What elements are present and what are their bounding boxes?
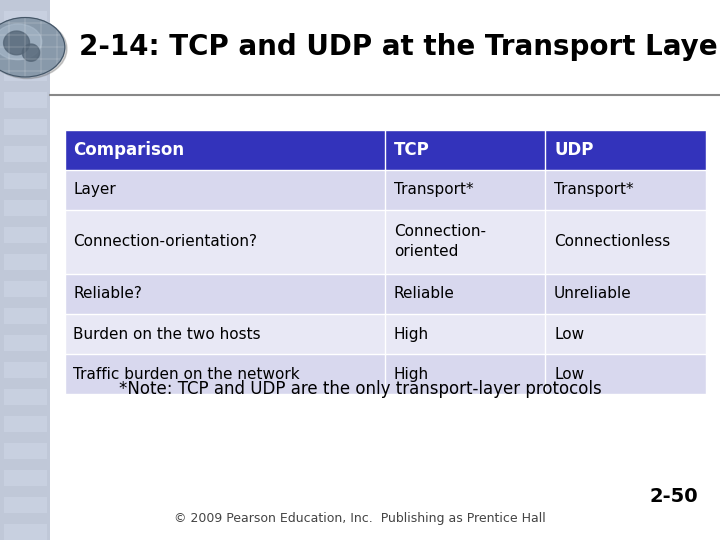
Text: Reliable?: Reliable?	[73, 287, 143, 301]
Text: Traffic burden on the network: Traffic burden on the network	[73, 367, 300, 382]
Bar	[50, 94, 720, 540]
Text: High: High	[394, 367, 429, 382]
Text: © 2009 Pearson Education, Inc.  Publishing as Prentice Hall: © 2009 Pearson Education, Inc. Publishin…	[174, 512, 546, 525]
Bar	[4, 119, 47, 135]
Bar	[4, 227, 47, 243]
Text: 2-50: 2-50	[649, 487, 698, 507]
Text: Connectionless: Connectionless	[554, 234, 670, 249]
Bar	[4, 65, 47, 81]
Bar	[4, 308, 47, 324]
Circle shape	[0, 17, 65, 77]
Text: High: High	[394, 327, 429, 342]
Bar	[65, 170, 706, 210]
Text: UDP: UDP	[554, 140, 593, 159]
Bar	[4, 200, 47, 216]
Bar	[4, 335, 47, 351]
Text: Transport*: Transport*	[554, 182, 634, 197]
Text: Comparison: Comparison	[73, 140, 184, 159]
Bar	[4, 443, 47, 459]
Bar	[0, 0, 50, 540]
Text: Connection-orientation?: Connection-orientation?	[73, 234, 258, 249]
Bar	[4, 92, 47, 108]
Text: Transport*: Transport*	[394, 182, 474, 197]
Text: 2-14: TCP and UDP at the Transport Layer: 2-14: TCP and UDP at the Transport Layer	[79, 33, 720, 61]
Polygon shape	[22, 44, 40, 61]
Bar	[4, 389, 47, 405]
Bar	[4, 146, 47, 162]
Bar	[65, 274, 706, 314]
Bar	[65, 210, 706, 274]
Bar	[4, 362, 47, 378]
Bar	[50, 0, 720, 94]
Text: *Note: TCP and UDP are the only transport-layer protocols: *Note: TCP and UDP are the only transpor…	[119, 380, 601, 398]
Text: Connection-
oriented: Connection- oriented	[394, 225, 486, 259]
Bar	[4, 470, 47, 486]
Text: Layer: Layer	[73, 182, 116, 197]
Bar	[4, 524, 47, 540]
Text: Reliable: Reliable	[394, 287, 455, 301]
Circle shape	[0, 19, 67, 78]
Polygon shape	[4, 31, 30, 55]
Circle shape	[0, 24, 42, 60]
Bar	[4, 11, 47, 27]
Bar	[4, 416, 47, 432]
Bar	[65, 314, 706, 354]
Bar	[4, 254, 47, 270]
Bar	[4, 281, 47, 297]
Text: Burden on the two hosts: Burden on the two hosts	[73, 327, 261, 342]
Bar	[4, 173, 47, 189]
Bar	[4, 497, 47, 513]
Text: Unreliable: Unreliable	[554, 287, 631, 301]
Bar	[4, 38, 47, 54]
Text: Low: Low	[554, 367, 584, 382]
Text: TCP: TCP	[394, 140, 430, 159]
Bar	[65, 354, 706, 394]
Bar	[65, 130, 706, 170]
Text: Low: Low	[554, 327, 584, 342]
